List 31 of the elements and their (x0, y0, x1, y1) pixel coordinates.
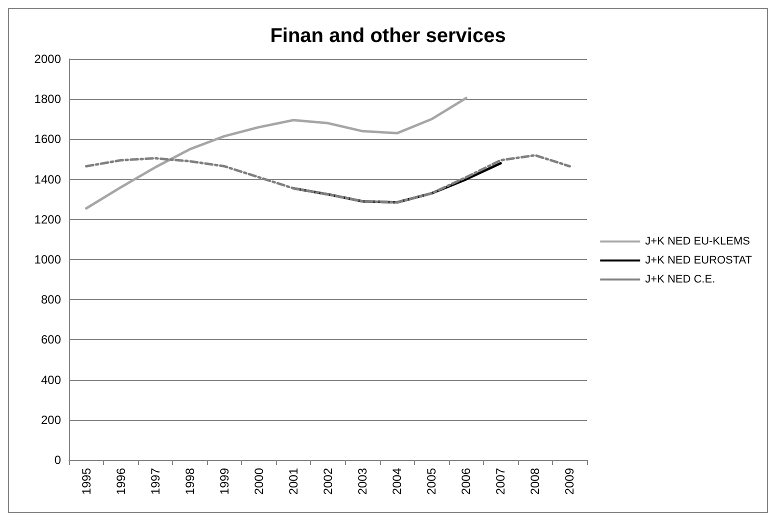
legend-label: J+K NED EU-KLEMS (645, 236, 750, 248)
x-tick-label: 2000 (252, 468, 266, 495)
chart-title: Finan and other services (270, 25, 506, 47)
y-tick-label: 800 (40, 292, 62, 307)
x-tick-label: 1999 (217, 468, 232, 495)
legend-label: J+K NED EUROSTAT (645, 254, 752, 266)
legend-label: J+K NED C.E. (645, 274, 716, 286)
x-tick-label: 1995 (79, 468, 94, 495)
y-tick-label: 600 (40, 332, 62, 347)
line-series (85, 96, 468, 210)
y-tick-label: 2000 (34, 52, 62, 66)
y-tick-label: 1200 (34, 212, 62, 226)
x-tick-label: 2009 (562, 468, 577, 495)
x-tick-label: 2004 (390, 468, 404, 495)
y-tick-label: 200 (40, 412, 62, 427)
x-tick-label: 1996 (114, 468, 128, 495)
y-tick-label: 400 (40, 372, 62, 387)
x-tick-label: 2001 (286, 468, 300, 495)
x-tick-label: 1997 (148, 468, 162, 495)
y-tick-label: 1800 (34, 92, 62, 106)
y-tick-label: 0 (54, 453, 62, 467)
y-tick-label: 1000 (34, 252, 62, 266)
x-tick-label: 1998 (182, 468, 197, 495)
x-tick-label: 2007 (494, 468, 508, 495)
y-tick-label: 1600 (34, 132, 62, 146)
x-tick-label: 2008 (528, 468, 542, 495)
y-tick-label: 1400 (34, 172, 62, 186)
x-tick-label: 2002 (321, 468, 335, 495)
x-tick-label: 2003 (356, 468, 370, 495)
x-tick-label: 2005 (424, 468, 439, 495)
x-tick-label: 2006 (459, 468, 474, 495)
